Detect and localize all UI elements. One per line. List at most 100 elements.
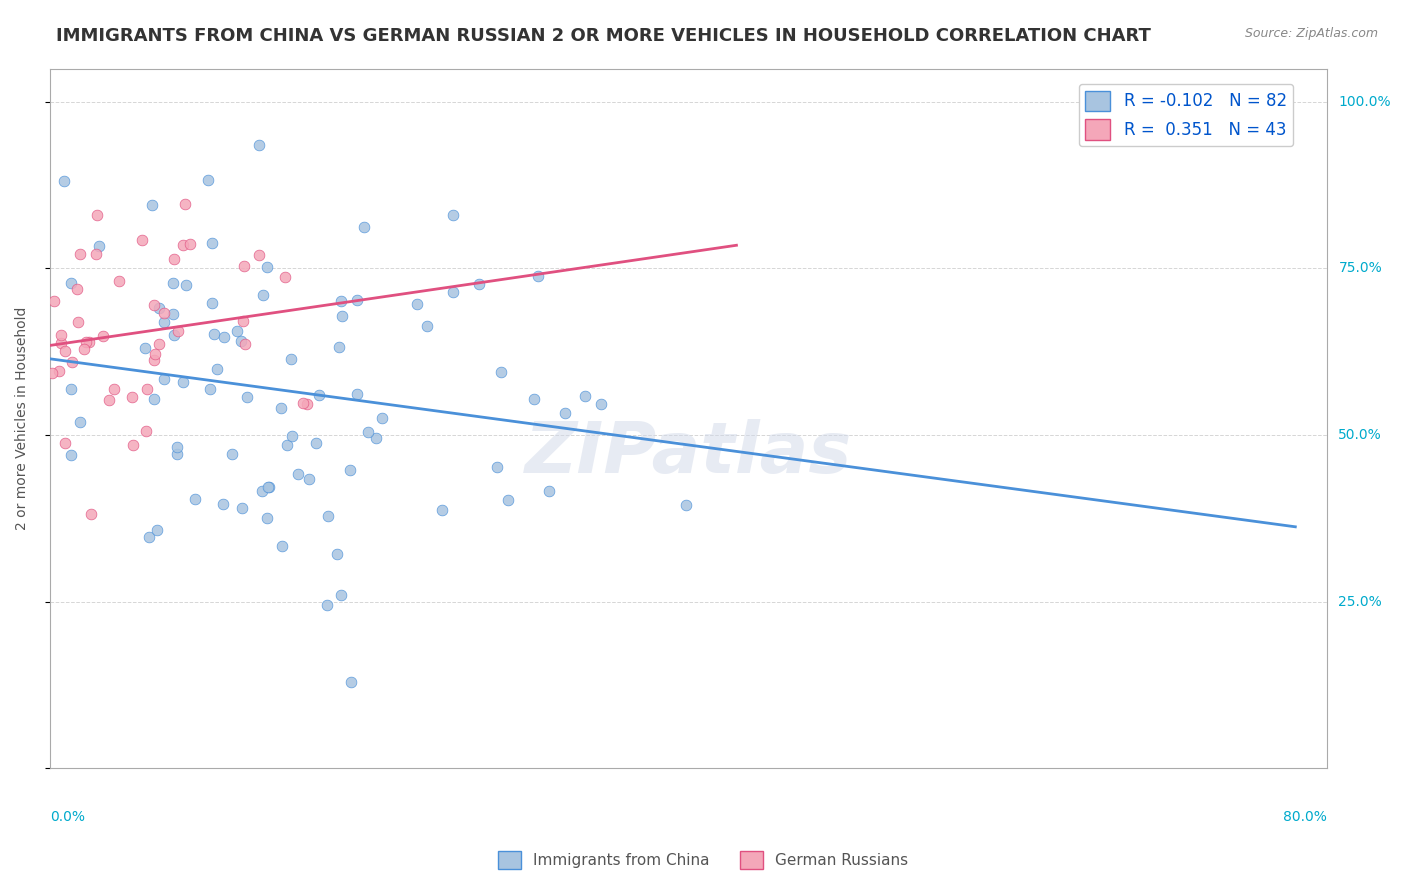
Point bbox=[225, 324, 247, 338]
Point bbox=[298, 472, 321, 486]
Text: 100.0%: 100.0% bbox=[1339, 95, 1391, 109]
Point bbox=[89, 239, 111, 253]
Point bbox=[53, 435, 76, 450]
Point bbox=[66, 282, 89, 296]
Point bbox=[174, 196, 197, 211]
Point bbox=[257, 480, 280, 494]
Point bbox=[53, 343, 76, 358]
Point bbox=[291, 395, 314, 409]
Point bbox=[231, 334, 253, 348]
Legend: R = -0.102   N = 82, R =  0.351   N = 43: R = -0.102 N = 82, R = 0.351 N = 43 bbox=[1078, 84, 1294, 146]
Point bbox=[366, 431, 388, 445]
Point bbox=[107, 274, 129, 288]
Point bbox=[328, 340, 350, 354]
Point bbox=[138, 529, 160, 543]
Point bbox=[166, 447, 188, 461]
Point bbox=[274, 269, 297, 284]
Point bbox=[42, 293, 65, 308]
Point bbox=[441, 285, 464, 299]
Point bbox=[357, 425, 380, 440]
Point bbox=[201, 296, 224, 310]
Point bbox=[67, 314, 90, 328]
Point bbox=[346, 293, 368, 307]
Point bbox=[523, 392, 546, 406]
Point bbox=[103, 382, 125, 396]
Point bbox=[316, 508, 339, 523]
Point bbox=[142, 352, 165, 367]
Point bbox=[135, 424, 157, 438]
Point bbox=[232, 260, 254, 274]
Point bbox=[60, 355, 83, 369]
Point bbox=[75, 334, 97, 349]
Point bbox=[416, 319, 439, 334]
Point bbox=[153, 315, 176, 329]
Point bbox=[198, 382, 221, 396]
Point bbox=[330, 589, 353, 603]
Point bbox=[134, 341, 156, 355]
Point bbox=[256, 260, 278, 275]
Point bbox=[554, 406, 576, 420]
Point bbox=[297, 397, 319, 411]
Point bbox=[353, 219, 375, 234]
Point bbox=[346, 387, 368, 401]
Point bbox=[281, 428, 304, 442]
Point bbox=[252, 288, 274, 302]
Point bbox=[339, 463, 361, 477]
Point bbox=[212, 497, 235, 511]
Point bbox=[172, 237, 194, 252]
Point bbox=[256, 511, 278, 525]
Point bbox=[172, 376, 194, 390]
Text: IMMIGRANTS FROM CHINA VS GERMAN RUSSIAN 2 OR MORE VEHICLES IN HOUSEHOLD CORRELAT: IMMIGRANTS FROM CHINA VS GERMAN RUSSIAN … bbox=[56, 27, 1152, 45]
Point bbox=[205, 362, 228, 376]
Text: Source: ZipAtlas.com: Source: ZipAtlas.com bbox=[1244, 27, 1378, 40]
Point bbox=[271, 539, 294, 553]
Point bbox=[166, 440, 188, 454]
Point bbox=[91, 329, 114, 343]
Point bbox=[53, 174, 76, 188]
Point bbox=[280, 352, 302, 367]
Point bbox=[162, 328, 184, 343]
Point bbox=[221, 447, 243, 461]
Point bbox=[121, 438, 143, 452]
Point bbox=[308, 388, 330, 402]
Point bbox=[77, 334, 100, 349]
Point bbox=[59, 382, 82, 396]
Point bbox=[174, 278, 197, 293]
Point bbox=[250, 484, 273, 499]
Point bbox=[270, 401, 292, 415]
Point bbox=[574, 389, 596, 403]
Point bbox=[131, 233, 153, 247]
Point bbox=[49, 327, 72, 342]
Point bbox=[441, 208, 464, 222]
Point bbox=[146, 523, 169, 537]
Point bbox=[179, 237, 201, 252]
Point bbox=[489, 365, 512, 379]
Point bbox=[247, 137, 270, 152]
Point bbox=[184, 492, 207, 507]
Point bbox=[97, 392, 120, 407]
Point bbox=[526, 269, 548, 284]
Point bbox=[202, 327, 225, 342]
Point bbox=[166, 324, 188, 338]
Point bbox=[60, 448, 83, 462]
Point bbox=[86, 208, 108, 222]
Point bbox=[69, 416, 91, 430]
Point bbox=[49, 335, 72, 350]
Text: ZIPatlas: ZIPatlas bbox=[524, 419, 852, 488]
Point bbox=[197, 173, 219, 187]
Point bbox=[80, 507, 103, 521]
Point bbox=[496, 493, 519, 508]
Point bbox=[212, 329, 235, 343]
Point bbox=[148, 337, 170, 351]
Point bbox=[247, 248, 270, 262]
Point bbox=[330, 309, 353, 323]
Text: 0.0%: 0.0% bbox=[49, 810, 84, 824]
Point bbox=[143, 392, 166, 406]
Point bbox=[236, 390, 259, 404]
Point bbox=[430, 502, 453, 516]
Point bbox=[73, 342, 96, 356]
Point bbox=[371, 411, 394, 425]
Text: 50.0%: 50.0% bbox=[1339, 428, 1382, 442]
Point bbox=[405, 297, 427, 311]
Point bbox=[143, 298, 166, 312]
